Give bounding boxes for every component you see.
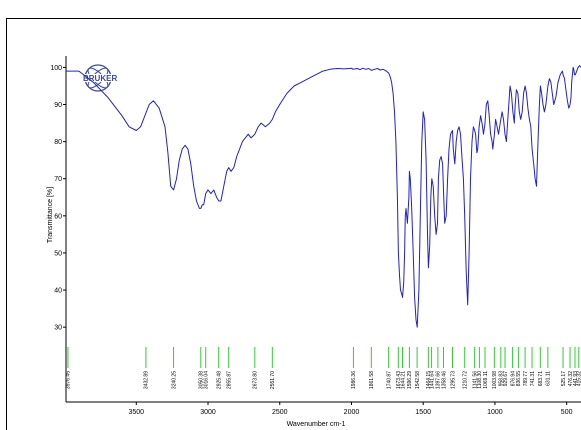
peak-label: 1740.87: [386, 371, 392, 389]
spectrum-line: [66, 65, 581, 328]
y-tick-label: 30: [54, 325, 62, 332]
x-tick-label: 3000: [200, 409, 216, 416]
y-tick-label: 90: [54, 102, 62, 109]
peak-label: 1673.43: [396, 371, 402, 389]
peak-label: 1295.73: [450, 371, 456, 389]
peak-label: 2925.48: [217, 371, 223, 389]
peak-label: 876.94: [510, 371, 516, 387]
peak-label: 1986.36: [351, 371, 357, 389]
peak-label: 631.11: [546, 371, 552, 386]
x-axis-label: Wavenumber cm-1: [287, 421, 346, 428]
x-tick-label: 1000: [487, 409, 503, 416]
peak-label: 1464.15: [426, 371, 432, 389]
spectrum-frame: [6, 18, 581, 430]
peak-label: 2855.87: [226, 371, 232, 389]
x-tick-label: 500: [561, 409, 573, 416]
peak-label: 741.31: [530, 371, 536, 387]
y-tick-label: 100: [50, 65, 62, 72]
peak-label: 3976.45: [66, 371, 72, 389]
peak-label: 1596.29: [407, 371, 413, 389]
y-tick-label: 40: [54, 288, 62, 295]
peak-label: 836.55: [516, 371, 522, 387]
peak-label: 1397.66: [436, 371, 442, 389]
peak-label: 1108.30: [477, 371, 483, 389]
peak-label: 789.77: [523, 371, 529, 387]
y-tick-label: 50: [54, 250, 62, 257]
peak-label: 1441.64: [429, 371, 435, 389]
peak-label: 1003.98: [492, 371, 498, 389]
x-tick-label: 2000: [344, 409, 360, 416]
peak-label: 3240.25: [171, 371, 177, 389]
x-tick-label: 1500: [415, 409, 431, 416]
peak-label: 1644.21: [400, 371, 406, 389]
y-tick-label: 80: [54, 139, 62, 146]
x-tick-label: 2500: [272, 409, 288, 416]
peak-label: 2673.80: [253, 371, 259, 389]
peak-label: 415.32: [577, 371, 581, 387]
peak-label: 3016.04: [204, 371, 210, 389]
peak-label: 683.71: [538, 371, 544, 387]
x-tick-label: 3500: [129, 409, 145, 416]
peak-label: 525.17: [561, 371, 567, 387]
peak-label: 441.93: [573, 371, 579, 387]
peak-label: 1141.56: [472, 371, 478, 389]
peak-label: 476.32: [568, 371, 574, 387]
peak-label: 2551.70: [270, 371, 276, 389]
bruker-logo-text: BRUKER: [83, 74, 117, 83]
peak-label: 3432.89: [144, 371, 150, 389]
y-axis-label: Transmittance [%]: [47, 187, 54, 243]
bruker-logo: BRUKER: [82, 64, 117, 92]
y-tick-label: 70: [54, 176, 62, 183]
peak-label: 1861.58: [369, 371, 375, 389]
peak-label: 1069.11: [483, 371, 489, 389]
peak-label: 958.83: [499, 371, 505, 387]
peak-label: 3050.38: [199, 371, 205, 389]
peak-label: 1210.72: [462, 371, 468, 389]
peak-label: 1358.46: [441, 371, 447, 389]
peak-label: 1542.58: [415, 371, 421, 389]
peak-label: 929.67: [503, 371, 509, 387]
y-tick-label: 60: [54, 213, 62, 220]
